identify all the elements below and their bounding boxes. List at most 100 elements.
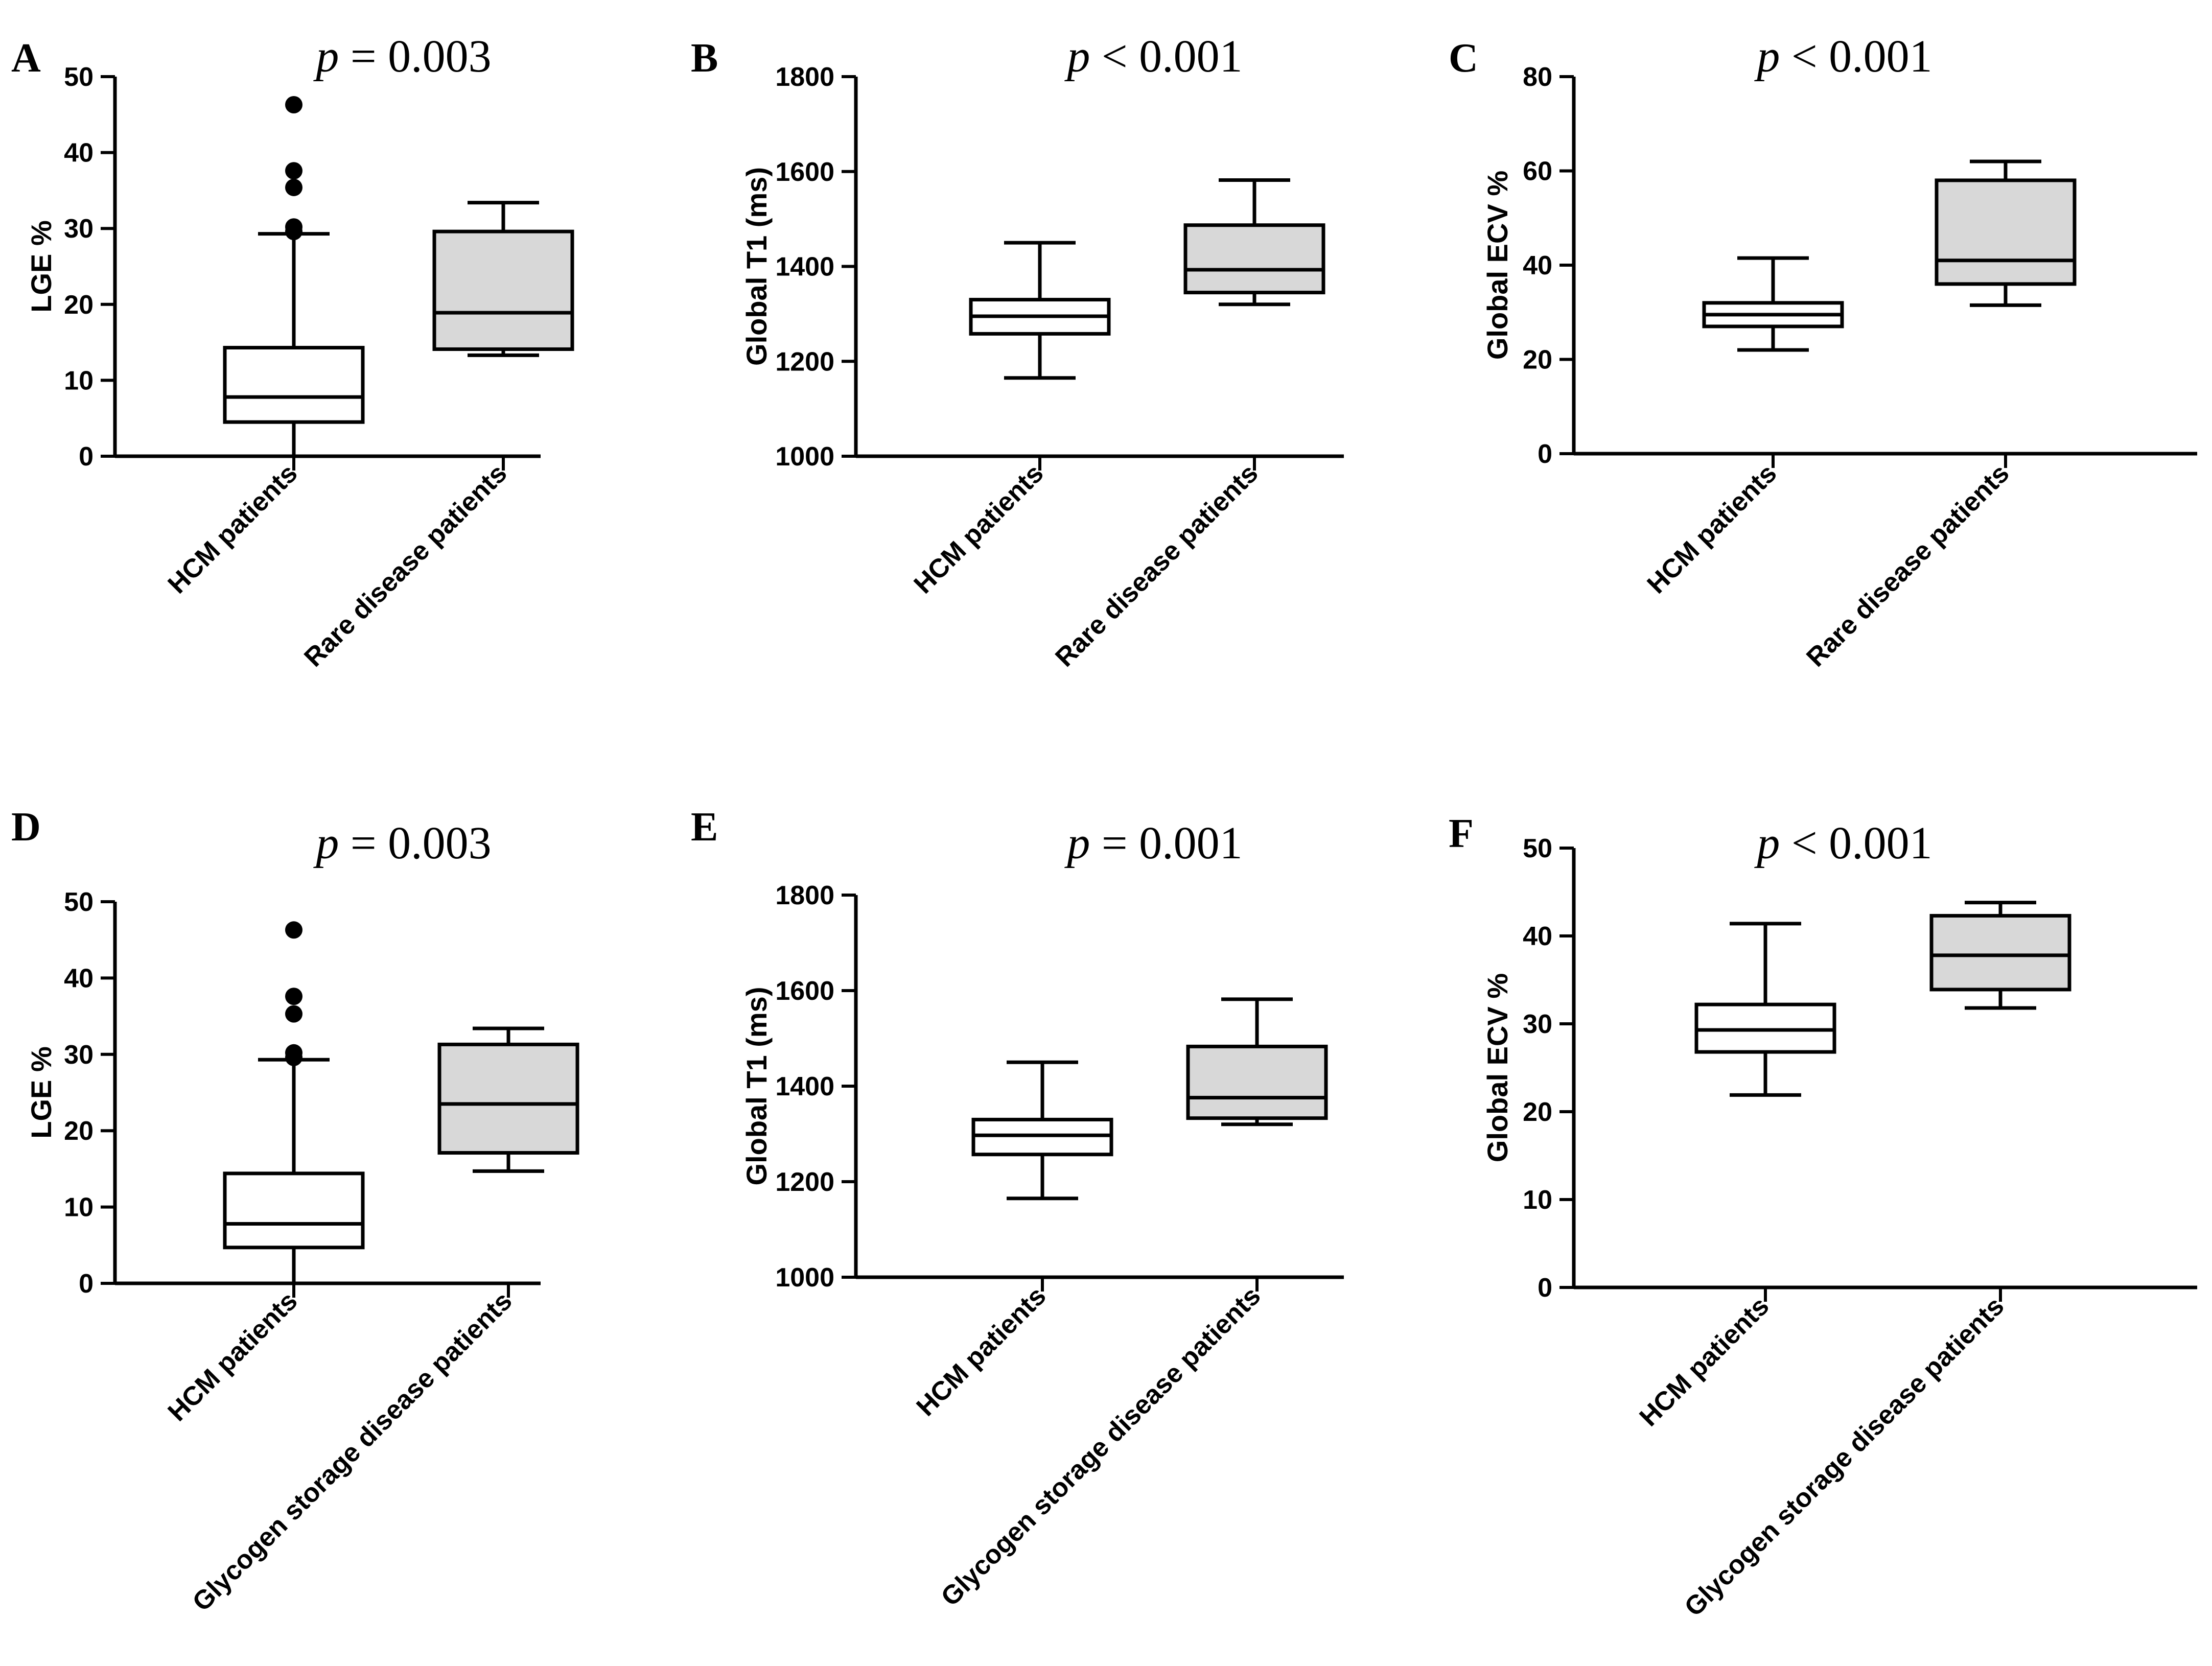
y-tick-label: 40 <box>1523 922 1552 951</box>
y-tick-label: 20 <box>1523 345 1552 375</box>
panel-letter: B <box>691 36 718 81</box>
y-tick-label: 1200 <box>775 1167 834 1197</box>
box-hcm <box>223 921 365 1283</box>
outlier-point <box>285 178 302 196</box>
box-comparison <box>432 201 574 357</box>
y-tick-label: 20 <box>1523 1097 1552 1127</box>
iqr-box <box>432 229 574 351</box>
y-tick-label: 80 <box>1523 62 1552 92</box>
p-symbol: p <box>1754 818 1780 869</box>
box-comparison <box>1935 159 2077 307</box>
p-value: = 0.001 <box>1090 818 1242 869</box>
box-hcm <box>1694 922 1836 1097</box>
y-tick-label: 1600 <box>775 976 834 1006</box>
box-comparison <box>1183 178 1325 307</box>
y-tick-label: 30 <box>1523 1010 1552 1039</box>
y-tick-label: 30 <box>64 214 94 244</box>
y-tick-label: 0 <box>1538 439 1552 469</box>
iqr-box <box>223 346 365 424</box>
category-label: HCM patients <box>909 458 1050 599</box>
panel-letter: C <box>1449 36 1478 81</box>
p-value-annotation: p < 0.001 <box>1064 31 1242 82</box>
box-hcm <box>223 96 365 456</box>
y-tick-label: 1400 <box>775 252 834 282</box>
p-value: < 0.001 <box>1090 31 1242 82</box>
iqr-box <box>223 1171 365 1250</box>
category-label: HCM patients <box>162 1286 304 1427</box>
panel-letter: E <box>691 805 718 850</box>
y-tick-label: 30 <box>64 1040 94 1070</box>
p-value: < 0.001 <box>1780 818 1932 869</box>
y-axis-label: Global ECV % <box>1481 171 1514 360</box>
outlier-point <box>285 162 302 180</box>
outlier-point <box>285 1005 302 1023</box>
y-tick-label: 40 <box>64 964 94 993</box>
p-value: = 0.003 <box>339 818 491 869</box>
outlier-point <box>285 96 302 113</box>
y-tick-label: 10 <box>64 366 94 395</box>
box-comparison <box>1186 997 1328 1127</box>
y-tick-label: 40 <box>64 138 94 168</box>
y-tick-label: 50 <box>64 62 94 92</box>
p-symbol: p <box>1064 31 1090 82</box>
box-hcm <box>971 1060 1113 1201</box>
category-label: HCM patients <box>1634 1291 1775 1432</box>
category-label: Rare disease patients <box>1801 458 2015 672</box>
panel-letter: D <box>11 805 41 850</box>
y-tick-label: 0 <box>79 442 94 472</box>
outlier-point <box>285 921 302 939</box>
p-value-annotation: p < 0.001 <box>1754 818 1932 869</box>
category-label: Rare disease patients <box>298 458 513 672</box>
y-tick-label: 1800 <box>775 881 834 910</box>
category-label: HCM patients <box>1642 458 1783 599</box>
outlier-point <box>285 988 302 1005</box>
y-tick-label: 40 <box>1523 251 1552 280</box>
iqr-box <box>437 1042 579 1155</box>
iqr-box <box>1935 178 2077 286</box>
y-tick-label: 1400 <box>775 1072 834 1101</box>
y-tick-label: 10 <box>1523 1185 1552 1215</box>
iqr-box <box>1183 223 1325 295</box>
y-tick-label: 20 <box>64 1116 94 1146</box>
y-tick-label: 10 <box>64 1193 94 1223</box>
p-value: < 0.001 <box>1780 31 1932 82</box>
box-comparison <box>437 1026 579 1173</box>
category-label: HCM patients <box>911 1281 1052 1422</box>
p-value-annotation: p = 0.003 <box>313 818 491 869</box>
y-tick-label: 0 <box>79 1269 94 1299</box>
box-hcm <box>1702 256 1844 352</box>
p-symbol: p <box>1754 31 1780 82</box>
y-axis-label: Global ECV % <box>1481 973 1514 1162</box>
p-value: = 0.003 <box>339 31 491 82</box>
p-symbol: p <box>313 31 339 82</box>
iqr-box <box>1929 913 2071 992</box>
box-comparison <box>1929 901 2071 1010</box>
y-axis-label: LGE % <box>25 1046 57 1138</box>
panel-letter: F <box>1449 811 1474 856</box>
y-tick-label: 1600 <box>775 157 834 187</box>
y-tick-label: 20 <box>64 290 94 320</box>
panel-letter: A <box>11 36 41 81</box>
y-tick-label: 1200 <box>775 347 834 377</box>
p-value-annotation: p = 0.003 <box>313 31 491 82</box>
p-symbol: p <box>1064 818 1090 869</box>
y-tick-label: 50 <box>64 887 94 917</box>
y-tick-label: 1000 <box>775 442 834 472</box>
y-tick-label: 50 <box>1523 834 1552 863</box>
p-value-annotation: p = 0.001 <box>1064 818 1242 869</box>
y-tick-label: 1800 <box>775 62 834 92</box>
y-tick-label: 0 <box>1538 1273 1552 1303</box>
outlier-point <box>285 218 302 236</box>
y-tick-label: 60 <box>1523 157 1552 186</box>
y-tick-label: 1000 <box>775 1263 834 1293</box>
y-axis-label: LGE % <box>25 220 57 312</box>
outlier-point <box>285 1044 302 1062</box>
p-symbol: p <box>313 818 339 869</box>
